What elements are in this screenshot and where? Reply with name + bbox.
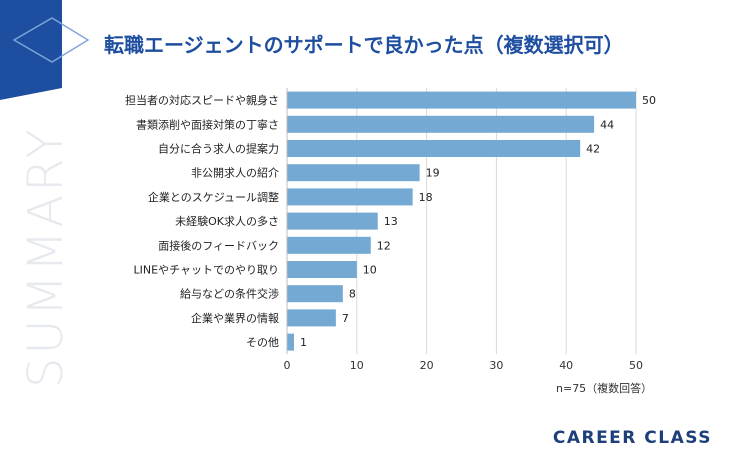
bar [287, 188, 413, 206]
x-tick-label: 50 [629, 359, 643, 372]
value-label: 1 [300, 336, 307, 349]
x-tick-label: 30 [489, 359, 503, 372]
corner-decoration [0, 0, 90, 100]
value-label: 19 [426, 167, 440, 180]
bar [287, 285, 343, 303]
x-tick-label: 40 [559, 359, 573, 372]
category-label: 未経験OK求人の多さ [175, 214, 279, 228]
category-label: LINEやチャットでのやり取り [134, 264, 279, 277]
value-label: 44 [600, 118, 614, 131]
value-label: 18 [419, 191, 433, 204]
value-label: 12 [377, 239, 391, 252]
value-label: 10 [363, 264, 377, 277]
x-tick-label: 10 [350, 359, 364, 372]
bar [287, 91, 636, 109]
category-label: 自分に合う求人の提案力 [158, 142, 279, 156]
value-label: 13 [384, 215, 398, 228]
value-label: 7 [342, 312, 349, 325]
bar [287, 164, 420, 182]
value-label: 8 [349, 288, 356, 301]
category-label: 企業や業界の情報 [191, 311, 279, 325]
category-label: 給与などの条件交渉 [180, 287, 279, 301]
page-title: 転職エージェントのサポートで良かった点（複数選択可） [104, 33, 624, 57]
category-label: 書類添削や面接対策の丁寧さ [136, 117, 279, 131]
bar [287, 261, 357, 278]
x-tick-label: 20 [420, 359, 434, 372]
category-label: 面接後のフィードバック [158, 238, 279, 252]
category-label: 企業とのスケジュール調整 [148, 190, 279, 204]
bar [287, 115, 595, 133]
bar [287, 140, 581, 157]
bar [287, 333, 294, 351]
x-tick-label: 0 [284, 359, 291, 372]
bar [287, 236, 371, 254]
bar [287, 309, 336, 327]
category-label: 非公開求人の紹介 [191, 167, 279, 180]
category-label: その他 [246, 336, 279, 349]
value-label: 42 [586, 143, 600, 156]
category-label: 担当者の対応スピードや親身さ [125, 93, 279, 107]
bar [287, 212, 378, 230]
sample-size-note: n=75（複数回答） [556, 382, 653, 395]
value-label: 50 [642, 94, 656, 107]
hexagon-outline-icon [12, 17, 90, 63]
brand-logo-text: CAREER CLASS [552, 428, 712, 448]
